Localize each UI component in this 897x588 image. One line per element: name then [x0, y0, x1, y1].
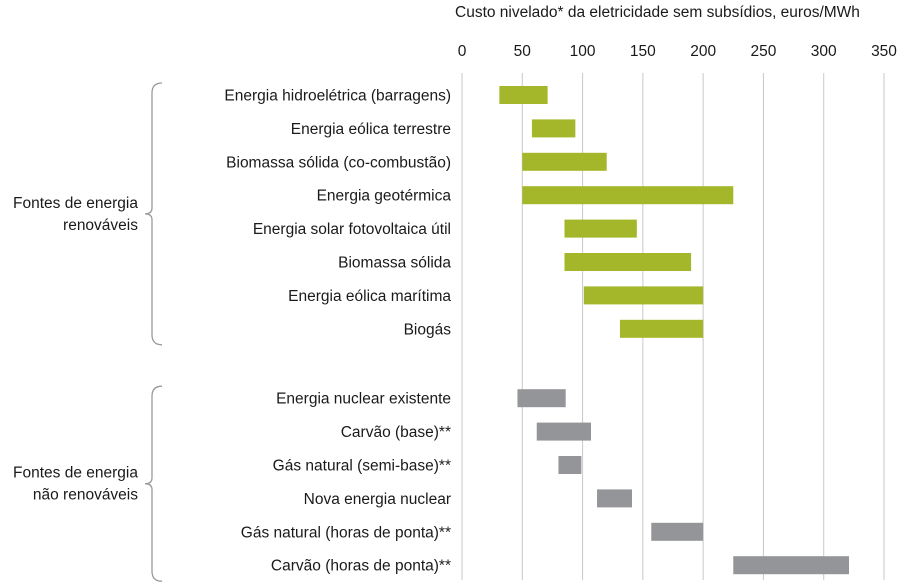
range-bar	[499, 86, 548, 104]
category-label: Nova energia nuclear	[304, 491, 451, 508]
group-labels: Fontes de energia renováveis Fontes de ene…	[13, 82, 163, 582]
category-labels: Energia hidroelétrica (barragens) Energia…	[224, 88, 451, 575]
category-label: Carvão (base)**	[341, 424, 451, 441]
range-bar	[522, 186, 734, 205]
chart-title: Custo nivelado* da eletricidade sem subs…	[455, 4, 860, 21]
range-bar	[733, 556, 850, 575]
group-label: Fontes de energia	[13, 195, 138, 212]
category-label: Biomassa sólida	[338, 255, 451, 272]
range-bar	[597, 489, 633, 508]
category-label: Energia hidroelétrica (barragens)	[224, 88, 451, 105]
category-label: Energia eólica terrestre	[291, 121, 451, 138]
range-bar	[517, 389, 566, 408]
range-bar	[531, 119, 576, 138]
range-bar	[536, 422, 592, 441]
group-brace	[144, 82, 163, 346]
category-label: Energia geotérmica	[317, 188, 452, 205]
group-label: Fontes de energia	[13, 465, 138, 482]
x-tick-label: 250	[750, 43, 776, 60]
x-tick-label: 200	[690, 43, 716, 60]
category-label: Biogás	[404, 321, 452, 338]
category-label: Energia solar fotovoltaica útil	[253, 221, 451, 238]
x-tick-label: 50	[514, 43, 532, 60]
x-tick-label: 0	[458, 43, 467, 60]
range-bar	[619, 319, 704, 338]
category-label: Gás natural (semi-base)**	[273, 458, 451, 475]
category-label: Energia nuclear existente	[276, 391, 451, 408]
range-bar	[564, 253, 692, 271]
range-bar	[558, 456, 582, 474]
x-tick-label: 150	[630, 43, 656, 60]
x-axis-ticks: 0 50 100 150 200 250 300 350	[458, 43, 897, 60]
bars	[499, 86, 850, 575]
x-tick-label: 300	[811, 43, 837, 60]
range-bar	[522, 152, 607, 171]
category-label: Biomassa sólida (co-combustão)	[226, 154, 451, 171]
x-tick-label: 350	[871, 43, 897, 60]
range-bar	[583, 286, 704, 305]
group-label: renováveis	[63, 217, 138, 234]
group-label: não renováveis	[33, 487, 138, 504]
category-label: Carvão (horas de ponta)**	[271, 558, 451, 575]
group-brace	[144, 385, 163, 582]
x-tick-label: 100	[570, 43, 596, 60]
category-label: Gás natural (horas de ponta)**	[241, 524, 451, 541]
range-bar	[651, 522, 704, 541]
category-label: Energia eólica marítima	[288, 288, 451, 305]
range-bar	[564, 219, 637, 238]
